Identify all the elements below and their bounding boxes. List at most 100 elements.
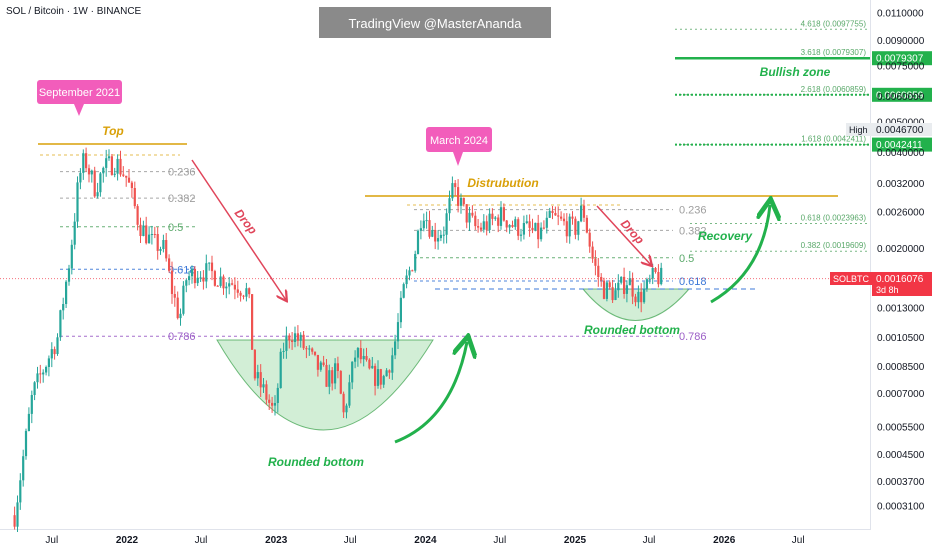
candle-body xyxy=(568,216,571,237)
candle-body xyxy=(477,226,480,228)
candle-body xyxy=(153,234,156,235)
candle-body xyxy=(491,213,494,219)
candle-body xyxy=(56,337,59,354)
candle-body xyxy=(53,349,56,355)
candle-body xyxy=(359,348,362,360)
candle-body xyxy=(308,348,311,350)
y-tick-label: 0.0110000 xyxy=(877,9,924,20)
candle-body xyxy=(394,341,397,356)
candle-body xyxy=(176,297,179,319)
candle-body xyxy=(439,234,442,239)
candle-body xyxy=(268,399,271,403)
candle-body xyxy=(368,359,371,369)
recovery-arrow-2 xyxy=(710,205,770,304)
candle-body xyxy=(588,232,591,247)
candle-body xyxy=(614,290,617,300)
candle-body xyxy=(90,170,93,175)
candle-body xyxy=(379,369,382,385)
candle-body xyxy=(62,304,65,311)
fib-extension-label: 1.618 (0.0042411) xyxy=(801,135,866,144)
candle-body xyxy=(119,158,122,175)
candle-body xyxy=(311,348,314,352)
candle-body xyxy=(517,219,520,236)
candle-body xyxy=(637,291,640,303)
candle-body xyxy=(557,215,560,217)
candle-body xyxy=(59,310,62,338)
candle-body xyxy=(334,363,337,384)
candle-body xyxy=(130,182,133,188)
candle-body xyxy=(276,387,279,403)
x-tick-label: Jul xyxy=(643,535,656,546)
candle-body xyxy=(188,276,191,281)
candle-body xyxy=(170,270,174,294)
candle-body xyxy=(419,228,422,231)
y-tick-label: 0.0060000 xyxy=(877,92,925,103)
candle-body xyxy=(228,283,231,287)
candle-body xyxy=(482,221,485,230)
candle-body xyxy=(365,356,368,360)
candle-body xyxy=(548,210,551,218)
candle-body xyxy=(205,263,208,282)
candle-body xyxy=(462,197,465,205)
candle-body xyxy=(296,333,299,341)
candle-body xyxy=(625,285,628,294)
rounded-bottom-label-2: Rounded bottom xyxy=(584,323,680,337)
candle-body xyxy=(388,370,391,373)
candle-body xyxy=(391,355,394,373)
y-tick-label: 0.0005500 xyxy=(877,422,925,433)
candle-body xyxy=(165,240,168,259)
candle-body xyxy=(542,227,545,229)
candle-body xyxy=(643,288,646,303)
candle-body xyxy=(580,205,583,222)
candle-body xyxy=(265,384,268,400)
y-tick-label: 0.0003100 xyxy=(877,502,925,513)
bullish-price-tag-text: 0.0042411 xyxy=(876,140,923,151)
candle-body xyxy=(645,279,648,289)
candle-body xyxy=(660,267,663,285)
candle-body xyxy=(416,230,420,254)
candle-body xyxy=(551,210,554,213)
candle-body xyxy=(534,222,537,231)
candle-body xyxy=(210,262,214,272)
candle-body xyxy=(173,294,176,298)
candle-body xyxy=(499,207,503,226)
candle-body xyxy=(30,395,33,414)
callout-march-2024: March 2024 xyxy=(426,127,492,166)
candle-body xyxy=(348,382,351,406)
candle-body xyxy=(623,276,626,294)
candle-body xyxy=(162,240,165,249)
candle-body xyxy=(125,175,128,178)
candle-body xyxy=(354,357,357,362)
candle-body xyxy=(36,373,39,383)
fib-extension-label: 2.618 (0.0060859) xyxy=(801,85,867,94)
x-tick-label: Jul xyxy=(344,535,357,546)
y-tick-label: 0.0075000 xyxy=(877,61,925,72)
candle-body xyxy=(50,349,53,359)
candle-body xyxy=(540,227,543,240)
x-tick-label: 2024 xyxy=(414,535,437,546)
candle-body xyxy=(571,216,574,219)
current-price-tag: SOLBTC 0.0016076 3d 8h xyxy=(830,272,932,296)
candle-body xyxy=(42,372,45,375)
candle-body xyxy=(185,280,188,286)
candle-body xyxy=(577,221,580,235)
candle-body xyxy=(245,288,248,297)
candle-body xyxy=(611,287,614,301)
candle-body xyxy=(457,187,460,206)
candle-body xyxy=(259,372,262,388)
watermark-box xyxy=(319,7,551,38)
y-tick-label: 0.0008500 xyxy=(877,362,925,373)
candle-body xyxy=(342,393,345,413)
candle-body xyxy=(76,182,79,222)
y-tick-label: 0.0032000 xyxy=(877,179,925,190)
candle-body xyxy=(431,230,434,237)
candle-body xyxy=(336,363,339,371)
x-tick-label: Jul xyxy=(45,535,58,546)
candle-body xyxy=(99,173,102,193)
candle-body xyxy=(87,168,91,175)
candle-body xyxy=(537,222,540,240)
candle-body xyxy=(597,265,600,277)
candle-body xyxy=(239,292,242,296)
candle-body xyxy=(316,355,319,370)
candle-body xyxy=(219,276,222,286)
